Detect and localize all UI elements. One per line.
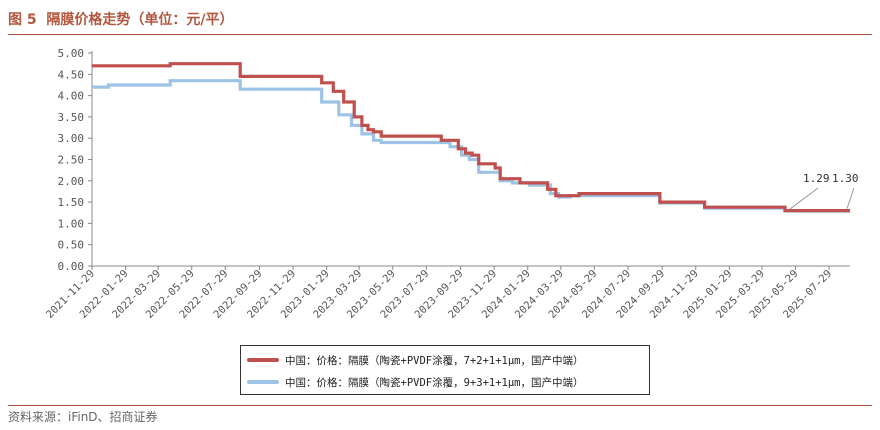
figure-title: 隔膜价格走势（单位：元/平） [46, 12, 234, 28]
chart-legend: 中国：价格：隔膜（陶瓷+PVDF涂覆，7+2+1+1μm，国产中端） 中国：价格… [240, 345, 650, 395]
y-tick-label: 2.50 [58, 154, 85, 167]
source-note: 资料来源：iFinD、招商证券 [8, 410, 158, 424]
y-tick-label: 4.00 [58, 90, 85, 103]
legend-swatch-series-1 [247, 358, 279, 362]
source-footer: 资料来源：iFinD、招商证券 [8, 405, 872, 428]
y-tick-label: 3.00 [58, 132, 85, 145]
legend-item-series-1: 中国：价格：隔膜（陶瓷+PVDF涂覆，7+2+1+1μm，国产中端） [247, 350, 584, 370]
y-tick-label: 5.00 [58, 47, 85, 60]
y-tick-label: 1.50 [58, 196, 85, 209]
series-line-1 [92, 62, 850, 213]
y-tick-label: 2.00 [58, 175, 85, 188]
annotation-leader-line [789, 187, 819, 210]
data-label: 1.30 [832, 172, 859, 185]
y-tick-label: 3.50 [58, 111, 85, 124]
legend-label-series-1: 中国：价格：隔膜（陶瓷+PVDF涂覆，7+2+1+1μm，国产中端） [285, 354, 584, 367]
annotation-leader-line [846, 187, 855, 209]
y-tick-label: 0.50 [58, 239, 85, 252]
y-tick-label: 0.00 [58, 260, 85, 273]
data-label: 1.29 [803, 172, 830, 185]
legend-item-series-2: 中国：价格：隔膜（陶瓷+PVDF涂覆，9+3+1+1μm，国产中端） [247, 372, 584, 392]
series-line-2 [92, 79, 850, 213]
y-tick-label: 4.50 [58, 68, 85, 81]
figure-title-bar: 图 5 隔膜价格走势（单位：元/平） [8, 6, 872, 35]
figure-number: 图 5 [8, 12, 37, 28]
legend-swatch-series-2 [247, 380, 279, 384]
legend-label-series-2: 中国：价格：隔膜（陶瓷+PVDF涂覆，9+3+1+1μm，国产中端） [285, 376, 584, 389]
y-tick-label: 1.00 [58, 217, 85, 230]
